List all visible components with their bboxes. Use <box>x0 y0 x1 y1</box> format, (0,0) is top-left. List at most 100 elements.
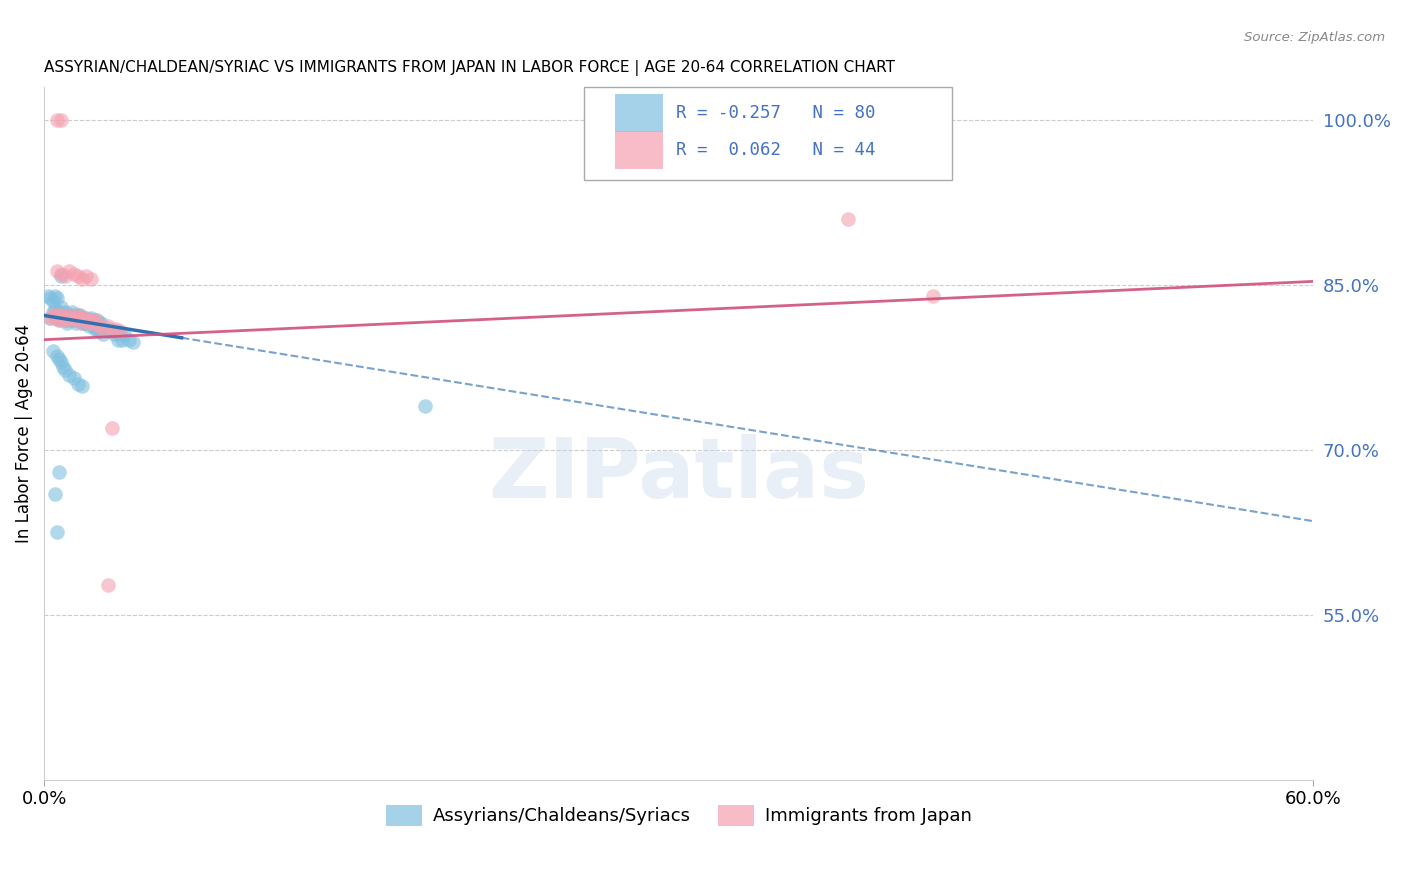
Point <box>122 334 145 349</box>
Point <box>110 327 132 342</box>
Point <box>41 343 63 358</box>
Point <box>62 313 84 327</box>
Point <box>90 316 112 330</box>
Point <box>39 291 62 305</box>
Point <box>44 288 66 302</box>
Point <box>45 525 67 540</box>
Point <box>837 211 859 226</box>
Point <box>58 309 80 323</box>
Text: Source: ZipAtlas.com: Source: ZipAtlas.com <box>1244 31 1385 45</box>
Point <box>66 309 89 323</box>
Point <box>107 333 129 347</box>
Point <box>45 309 67 323</box>
Point <box>114 327 136 342</box>
Point <box>48 352 70 367</box>
Point <box>75 268 97 283</box>
Point <box>79 313 101 327</box>
Point <box>45 291 67 305</box>
Point <box>58 368 80 382</box>
FancyBboxPatch shape <box>583 87 952 180</box>
Point <box>60 305 83 319</box>
Point <box>86 321 108 335</box>
Point <box>66 376 89 391</box>
Point <box>111 333 134 347</box>
Point <box>69 310 91 325</box>
Point <box>77 316 100 330</box>
Point <box>94 321 117 335</box>
Point <box>56 310 79 325</box>
Point <box>83 321 105 335</box>
Point <box>413 399 436 413</box>
Point <box>60 310 83 325</box>
Point <box>97 319 120 334</box>
Point <box>53 305 76 319</box>
Point <box>98 321 121 335</box>
Point <box>45 310 67 325</box>
Point <box>65 316 87 330</box>
Point <box>48 465 70 479</box>
Point <box>87 316 110 330</box>
Point <box>69 309 91 323</box>
Legend: Assyrians/Chaldeans/Syriacs, Immigrants from Japan: Assyrians/Chaldeans/Syriacs, Immigrants … <box>378 797 979 833</box>
Point <box>70 316 93 330</box>
Point <box>44 486 66 500</box>
Point <box>83 313 105 327</box>
Point <box>37 288 59 302</box>
Point <box>58 313 80 327</box>
Text: R = -0.257   N = 80: R = -0.257 N = 80 <box>676 103 876 121</box>
Point <box>82 313 104 327</box>
Point <box>62 313 84 327</box>
Point <box>70 272 93 286</box>
Point <box>70 379 93 393</box>
Point <box>82 316 104 330</box>
Point <box>77 313 100 327</box>
Point <box>52 310 75 325</box>
Text: R =  0.062   N = 44: R = 0.062 N = 44 <box>676 141 876 159</box>
Point <box>82 319 104 334</box>
Point <box>49 310 72 325</box>
Point <box>79 316 101 330</box>
Point <box>39 310 62 325</box>
Point <box>75 310 97 325</box>
Point <box>79 272 101 286</box>
Point <box>101 324 124 338</box>
Point <box>105 321 128 335</box>
Point <box>75 313 97 327</box>
Point <box>105 324 128 338</box>
Point <box>58 309 80 323</box>
Point <box>91 321 114 335</box>
Point <box>118 333 141 347</box>
Point <box>53 313 76 327</box>
Point <box>73 316 96 330</box>
Point <box>48 313 70 327</box>
Point <box>41 294 63 309</box>
Point <box>49 300 72 314</box>
Point <box>65 310 87 325</box>
Point <box>97 324 120 338</box>
Point <box>70 316 93 330</box>
Point <box>77 319 100 334</box>
Point <box>87 324 110 338</box>
Point <box>103 327 125 342</box>
Point <box>49 267 72 281</box>
Point <box>83 316 105 330</box>
Point <box>66 313 89 327</box>
Point <box>41 309 63 323</box>
Point <box>62 371 84 385</box>
Point <box>90 321 112 335</box>
Point <box>52 360 75 375</box>
Point <box>62 267 84 281</box>
Point <box>45 112 67 127</box>
FancyBboxPatch shape <box>616 131 664 169</box>
Point <box>53 313 76 327</box>
Point <box>73 310 96 325</box>
Text: ZIPatlas: ZIPatlas <box>488 434 869 516</box>
Point <box>48 313 70 327</box>
Point <box>45 349 67 363</box>
Point <box>53 363 76 377</box>
FancyBboxPatch shape <box>616 94 664 132</box>
Point <box>49 354 72 368</box>
Point <box>75 316 97 330</box>
Point <box>70 310 93 325</box>
Point <box>101 324 124 338</box>
